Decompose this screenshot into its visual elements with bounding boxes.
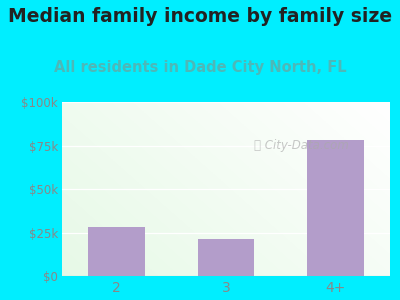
Text: All residents in Dade City North, FL: All residents in Dade City North, FL [54, 60, 346, 75]
Bar [88, 227, 145, 276]
Text: ⓘ City-Data.com: ⓘ City-Data.com [254, 139, 349, 152]
Text: Median family income by family size: Median family income by family size [8, 8, 392, 26]
Bar [307, 140, 364, 276]
Bar [198, 239, 254, 276]
